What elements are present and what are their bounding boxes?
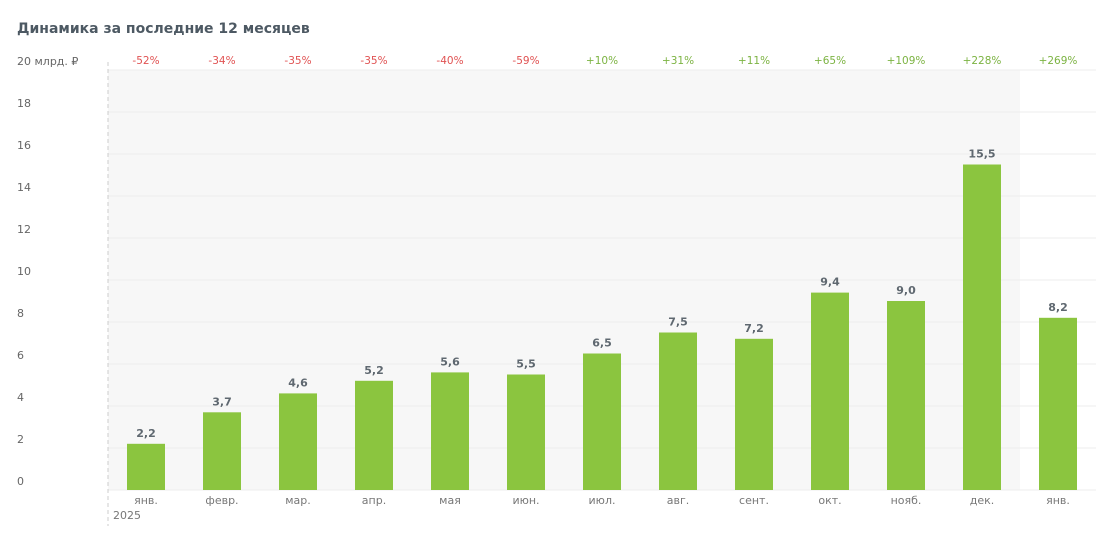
change-label: -40% bbox=[436, 55, 463, 67]
x-tick-label: июл. bbox=[589, 494, 616, 507]
value-label: 15,5 bbox=[968, 148, 995, 161]
y-tick-label: 0 bbox=[17, 475, 24, 488]
y-tick-label: 2 bbox=[17, 433, 24, 446]
change-label: -35% bbox=[360, 55, 387, 67]
x-tick-label: янв. bbox=[134, 494, 158, 507]
value-label: 3,7 bbox=[212, 395, 232, 408]
change-label: +228% bbox=[963, 55, 1002, 67]
y-tick-label: 8 bbox=[17, 307, 24, 320]
x-tick-label: февр. bbox=[205, 494, 238, 507]
change-label: -35% bbox=[284, 55, 311, 67]
y-tick-label: 16 bbox=[17, 139, 31, 152]
y-tick-label: 12 bbox=[17, 223, 31, 236]
bar bbox=[431, 372, 469, 490]
bar bbox=[507, 374, 545, 490]
change-label: -52% bbox=[132, 55, 159, 67]
value-label: 9,0 bbox=[896, 284, 916, 297]
x-tick-label: окт. bbox=[818, 494, 841, 507]
change-label: +11% bbox=[738, 55, 770, 67]
bar bbox=[963, 164, 1001, 490]
bar bbox=[127, 443, 165, 490]
value-label: 4,6 bbox=[288, 376, 308, 389]
year-label: 2025 bbox=[113, 509, 141, 522]
change-label: +65% bbox=[814, 55, 846, 67]
bar bbox=[659, 332, 697, 490]
value-label: 6,5 bbox=[592, 337, 612, 350]
bar bbox=[203, 412, 241, 490]
x-tick-label: апр. bbox=[362, 494, 386, 507]
change-label: +109% bbox=[887, 55, 926, 67]
x-tick-label: мая bbox=[439, 494, 461, 507]
y-tick-label: 20 млрд. ₽ bbox=[17, 55, 78, 68]
value-label: 5,2 bbox=[364, 364, 384, 377]
value-label: 7,2 bbox=[744, 322, 764, 335]
change-label: +31% bbox=[662, 55, 694, 67]
x-tick-label: нояб. bbox=[891, 494, 922, 507]
value-label: 2,2 bbox=[136, 427, 156, 440]
change-label: -59% bbox=[512, 55, 539, 67]
change-label: +269% bbox=[1039, 55, 1078, 67]
x-tick-label: янв. bbox=[1046, 494, 1070, 507]
value-label: 5,6 bbox=[440, 355, 460, 368]
bar bbox=[887, 301, 925, 490]
x-tick-label: мар. bbox=[285, 494, 311, 507]
bar bbox=[355, 380, 393, 490]
change-label: -34% bbox=[208, 55, 235, 67]
bar bbox=[583, 353, 621, 490]
value-label: 7,5 bbox=[668, 316, 688, 329]
y-tick-label: 4 bbox=[17, 391, 24, 404]
x-tick-label: дек. bbox=[970, 494, 995, 507]
change-label: +10% bbox=[586, 55, 618, 67]
bar bbox=[811, 292, 849, 490]
bar bbox=[735, 338, 773, 490]
y-tick-label: 6 bbox=[17, 349, 24, 362]
bar bbox=[279, 393, 317, 490]
value-label: 5,5 bbox=[516, 358, 536, 371]
x-tick-label: июн. bbox=[512, 494, 539, 507]
value-label: 9,4 bbox=[820, 276, 840, 289]
y-tick-label: 10 bbox=[17, 265, 31, 278]
value-label: 8,2 bbox=[1048, 301, 1068, 314]
y-tick-label: 18 bbox=[17, 97, 31, 110]
x-tick-label: авг. bbox=[667, 494, 690, 507]
chart-title: Динамика за последние 12 месяцев bbox=[17, 21, 310, 37]
bar bbox=[1039, 317, 1077, 490]
x-tick-label: сент. bbox=[739, 494, 769, 507]
y-tick-label: 14 bbox=[17, 181, 31, 194]
